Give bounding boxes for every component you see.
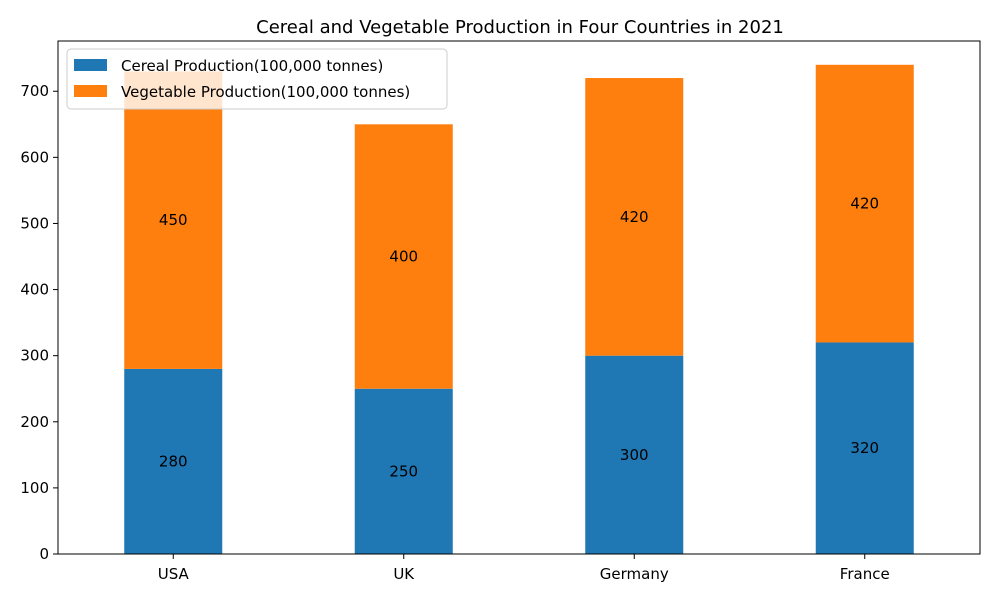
- legend-box: [66, 48, 448, 110]
- data-label-vegetable-usa: 450: [159, 211, 188, 229]
- x-tick-label-germany: Germany: [600, 565, 669, 583]
- data-label-cereal-germany: 300: [620, 446, 649, 464]
- y-tick-label: 0: [39, 545, 49, 563]
- data-label-cereal-uk: 250: [389, 462, 418, 480]
- legend-swatch-vegetable: [74, 85, 107, 97]
- y-tick-label: 100: [20, 479, 49, 497]
- bar-vegetable-germany: [585, 78, 684, 356]
- y-tick-label: 500: [20, 214, 49, 232]
- y-tick-label: 700: [20, 82, 49, 100]
- chart-title: Cereal and Vegetable Production in Four …: [256, 17, 784, 38]
- x-tick-label-usa: USA: [158, 565, 190, 583]
- data-label-vegetable-germany: 420: [620, 208, 649, 226]
- data-label-cereal-france: 320: [850, 439, 879, 457]
- data-labels-layer: 280 450 250 400 300 420 320 420: [159, 195, 879, 481]
- plot-frame: [57, 40, 981, 555]
- bar-vegetable-uk: [354, 124, 453, 389]
- y-tick-label: 200: [20, 413, 49, 431]
- data-label-vegetable-france: 420: [850, 195, 879, 213]
- bar-cereal-france: [815, 342, 914, 554]
- bar-cereal-germany: [585, 355, 684, 554]
- bar-cereal-uk: [354, 388, 453, 554]
- legend-label-cereal: Cereal Production(100,000 tonnes): [121, 57, 383, 75]
- y-tick-label: 400: [20, 281, 49, 299]
- bar-vegetable-usa: [124, 71, 223, 369]
- bar-cereal-usa: [124, 368, 223, 554]
- legend-swatch-cereal: [74, 59, 107, 71]
- legend-label-vegetable: Vegetable Production(100,000 tonnes): [121, 83, 410, 101]
- y-tick-label: 300: [20, 347, 49, 365]
- data-label-cereal-usa: 280: [159, 452, 188, 470]
- legend: Cereal Production(100,000 tonnes) Vegetab…: [66, 48, 448, 110]
- x-tick-label-france: France: [840, 565, 890, 583]
- y-tick-label: 600: [20, 148, 49, 166]
- x-tick-label-uk: UK: [393, 565, 415, 583]
- axes-layer: 0 100 200 300 400 500 600 700 USA UK Germany France: [20, 40, 981, 583]
- bars-layer: [124, 64, 914, 554]
- data-label-vegetable-uk: 400: [389, 248, 418, 266]
- bar-vegetable-france: [815, 64, 914, 343]
